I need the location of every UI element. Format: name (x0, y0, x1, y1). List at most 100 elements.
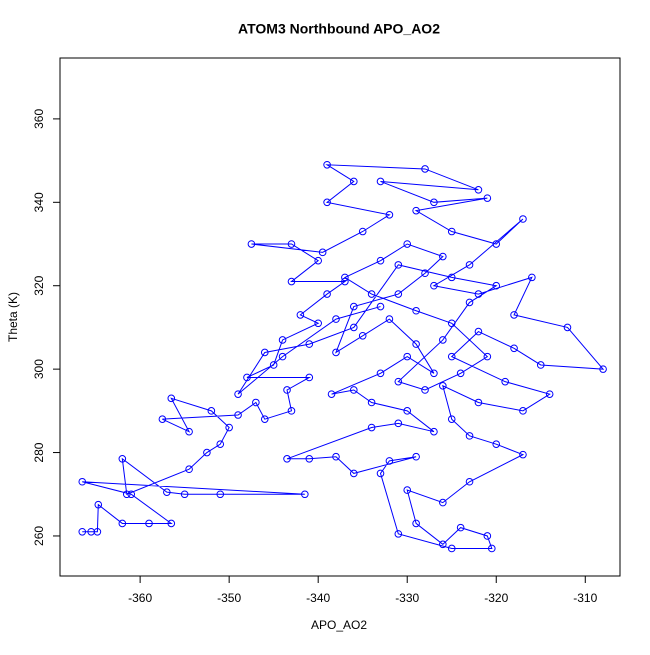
data-point (269, 361, 278, 369)
data-point (394, 261, 403, 269)
data-point (252, 398, 260, 407)
data-point (376, 469, 385, 478)
data-point (483, 352, 492, 361)
data-point (158, 415, 167, 423)
data-point (439, 540, 447, 549)
y-tick-label: 300 (32, 359, 46, 379)
data-point (260, 348, 269, 357)
data-point (180, 490, 189, 499)
x-tick-label: -320 (484, 591, 508, 605)
data-point (430, 281, 438, 290)
x-axis-label: APO_AO2 (311, 618, 367, 632)
data-point (492, 240, 501, 248)
data-point (376, 302, 385, 311)
y-tick-label: 260 (32, 526, 46, 546)
data-point (207, 407, 216, 415)
data-line (82, 164, 605, 549)
data-point (545, 390, 554, 398)
data-point (349, 386, 358, 394)
data-point (447, 544, 456, 553)
data-point (403, 240, 412, 248)
data-point (167, 519, 176, 528)
data-point (474, 398, 483, 407)
data-point (247, 240, 256, 248)
plot-frame (59, 57, 621, 577)
data-point (185, 427, 193, 436)
data-point (305, 373, 314, 382)
data-point (283, 455, 291, 463)
data-point (412, 306, 420, 315)
data-point (403, 486, 412, 494)
data-point (323, 290, 331, 298)
data-point (318, 248, 327, 257)
data-point (305, 455, 314, 463)
data-point (430, 427, 438, 436)
data-point (483, 532, 492, 540)
data-point (314, 319, 322, 328)
data-point (385, 457, 394, 465)
x-tick-label: -310 (573, 591, 597, 605)
x-tick-label: -360 (128, 591, 152, 605)
data-point (234, 390, 242, 398)
data-point (519, 450, 527, 459)
data-point (447, 227, 456, 236)
data-point (447, 319, 456, 328)
data-point (78, 477, 87, 486)
data-point (349, 177, 358, 186)
data-point (403, 407, 412, 415)
data-point (145, 519, 153, 528)
data-point (421, 269, 429, 278)
data-point (78, 527, 87, 536)
data-point (394, 290, 403, 298)
data-point (456, 523, 465, 532)
data-point (510, 311, 518, 319)
data-point (127, 490, 136, 499)
data-point (439, 336, 447, 344)
data-point (599, 365, 607, 373)
data-point (118, 519, 127, 528)
data-point (301, 490, 309, 499)
data-point (456, 369, 465, 378)
data-point (439, 382, 447, 390)
x-tick-label: -350 (217, 591, 241, 605)
data-point (394, 377, 403, 386)
data-point (430, 369, 438, 378)
data-point (447, 415, 456, 423)
data-point (412, 340, 420, 348)
data-point (323, 160, 331, 169)
data-point (474, 290, 483, 298)
data-point (376, 177, 385, 186)
data-point (465, 477, 474, 486)
data-point (323, 198, 331, 207)
data-point (278, 352, 287, 361)
data-point (563, 323, 572, 332)
data-point (536, 361, 545, 369)
data-point (412, 452, 420, 461)
data-point (94, 500, 103, 509)
data-point (447, 273, 456, 282)
data-point (465, 432, 474, 440)
y-tick-label: 280 (32, 442, 46, 462)
data-point (492, 440, 501, 449)
data-point (528, 273, 536, 282)
data-point (122, 490, 131, 499)
data-point (492, 281, 501, 290)
y-tick-label: 340 (32, 192, 46, 212)
data-point (501, 377, 509, 386)
data-point (216, 490, 225, 499)
chart-title: ATOM3 Northbound APO_AO2 (238, 21, 440, 37)
data-point (474, 327, 483, 336)
data-point (474, 185, 483, 194)
data-point (296, 311, 305, 319)
data-point (519, 215, 527, 223)
data-point (278, 336, 287, 344)
data-point (376, 369, 385, 378)
data-point (163, 488, 171, 496)
data-point (349, 469, 358, 478)
data-point (367, 398, 376, 407)
data-point (287, 277, 296, 286)
data-point (376, 256, 385, 265)
data-point (185, 465, 193, 474)
data-point (430, 198, 438, 207)
